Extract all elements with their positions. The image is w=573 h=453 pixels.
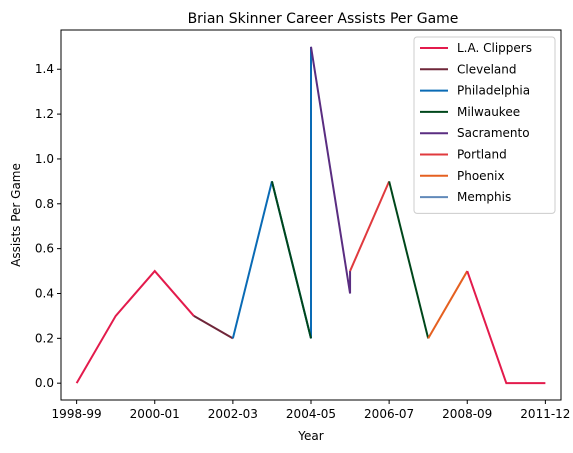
y-tick-label: 0.2 <box>35 331 54 345</box>
x-tick-label: 2002-03 <box>208 407 258 421</box>
series-line-l-a-clippers <box>75 269 195 384</box>
legend-label-milwaukee: Milwaukee <box>457 105 520 119</box>
x-tick-label: 1998-99 <box>52 407 102 421</box>
x-axis: 1998-99 2000-01 2002-03 2004-05 2006-07 2008-… <box>52 400 570 421</box>
legend-label-philadelphia: Philadelphia <box>457 84 530 98</box>
x-tick-label: 2008-09 <box>442 407 492 421</box>
series-line-l-a-clippers <box>466 270 546 385</box>
y-tick-label: 1.0 <box>35 152 54 166</box>
x-tick-label: 2000-01 <box>130 407 180 421</box>
legend-label-memphis: Memphis <box>457 190 511 204</box>
y-tick-label: 0.4 <box>35 286 54 300</box>
series-line-portland <box>349 180 391 272</box>
legend-label-cleveland: Cleveland <box>457 62 517 76</box>
legend-label-phoenix: Phoenix <box>457 169 505 183</box>
chart-title: Brian Skinner Career Assists Per Game <box>188 11 459 27</box>
legend-label-portland: Portland <box>457 148 507 162</box>
x-tick-label: 2004-05 <box>286 407 336 421</box>
legend-label-sacramento: Sacramento <box>457 126 530 140</box>
y-tick-label: 0.8 <box>35 197 54 211</box>
series-line-milwaukee <box>270 181 312 339</box>
legend: L.A. Clippers Cleveland Philadelphia Milwau… <box>413 36 556 214</box>
y-tick-label: 1.4 <box>35 62 54 76</box>
legend-label-l-a-clippers: L.A. Clippers <box>457 41 532 55</box>
y-tick-label: 1.2 <box>35 107 54 121</box>
x-axis-label: Year <box>297 429 323 443</box>
y-axis: 0.0 0.2 0.4 0.6 0.8 1.0 1.2 1.4 <box>35 62 61 390</box>
x-tick-label: 2011-12 <box>520 407 570 421</box>
y-tick-label: 0.6 <box>35 242 54 256</box>
series-line-milwaukee <box>388 181 430 339</box>
x-tick-label: 2006-07 <box>364 407 414 421</box>
series-lines <box>75 46 546 385</box>
legend-box <box>413 36 556 214</box>
series-line-cleveland <box>193 315 234 340</box>
y-axis-label: Assists Per Game <box>9 163 23 267</box>
y-tick-label: 0.0 <box>35 376 54 390</box>
series-line-phoenix <box>427 270 469 339</box>
series-line-sacramento <box>310 46 352 294</box>
